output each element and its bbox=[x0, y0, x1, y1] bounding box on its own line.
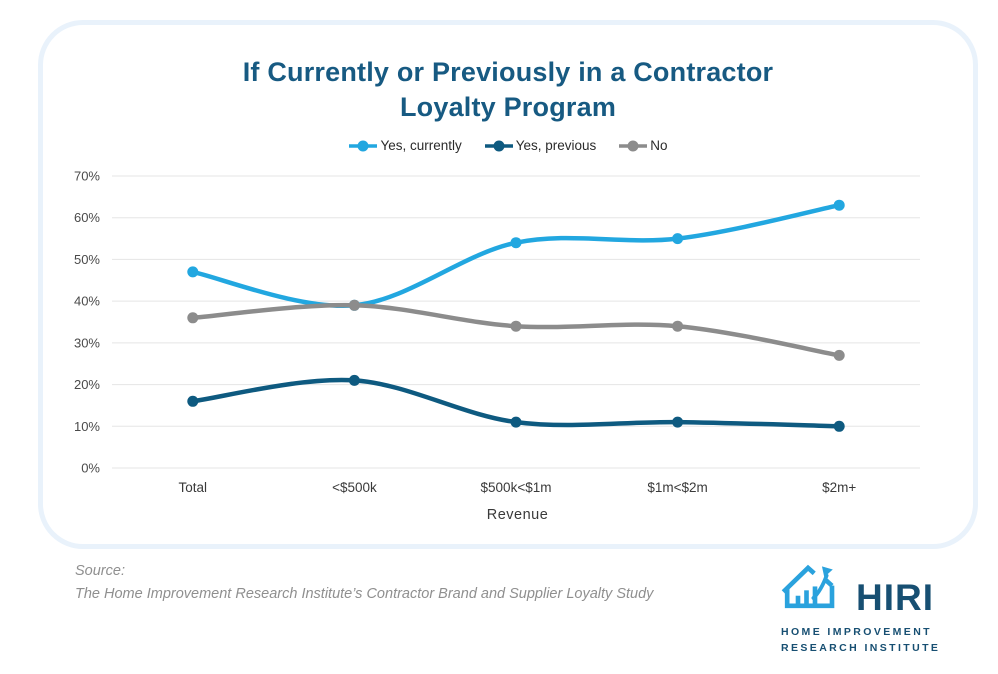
legend-label: Yes, previous bbox=[515, 138, 597, 153]
data-point-no bbox=[348, 299, 360, 311]
legend-marker-dot bbox=[627, 140, 639, 151]
x-tick-label: <$500k bbox=[332, 480, 377, 495]
y-tick-label: 30% bbox=[74, 335, 100, 350]
data-point-no bbox=[672, 320, 684, 332]
legend-item-no: No bbox=[618, 138, 668, 153]
y-tick-label: 40% bbox=[74, 294, 100, 309]
house-walls bbox=[784, 585, 835, 609]
x-tick-label: $2m+ bbox=[822, 480, 856, 495]
data-point-yes-previous bbox=[348, 374, 360, 386]
series-line-yes-currently bbox=[190, 202, 842, 309]
source-text: The Home Improvement Research Institute’… bbox=[75, 586, 654, 602]
source-label: Source: bbox=[75, 563, 125, 579]
growth-arrow-head bbox=[821, 566, 833, 578]
legend-marker-dot bbox=[493, 140, 505, 151]
data-point-yes-currently bbox=[510, 237, 522, 249]
data-point-yes-previous bbox=[672, 416, 684, 428]
chart-legend: Yes, currently Yes, previous No bbox=[43, 138, 973, 153]
hiri-wordmark: HIRI bbox=[856, 577, 934, 618]
chart-title: If Currently or Previously in a Contract… bbox=[43, 55, 973, 125]
hiri-subtitle-line2: RESEARCH INSTITUTE bbox=[781, 642, 941, 654]
chart-title-line1: If Currently or Previously in a Contract… bbox=[242, 57, 774, 87]
legend-marker-dot bbox=[357, 140, 369, 151]
data-point-no bbox=[833, 349, 845, 361]
source-note: Source: The Home Improvement Research In… bbox=[75, 560, 653, 606]
growth-arrow-shaft bbox=[811, 573, 829, 600]
data-point-yes-previous bbox=[833, 420, 845, 432]
line-chart: 0% 10% 20% 30% 40% 50% 60% 70% Total <$500k $500k<… bbox=[74, 169, 920, 495]
hiri-logo-top: HIRI bbox=[781, 558, 941, 618]
legend-marker-icon bbox=[619, 140, 648, 151]
hiri-logo: HIRI HOME IMPROVEMENT RESEARCH INSTITUTE bbox=[781, 558, 941, 656]
data-point-no bbox=[510, 320, 522, 332]
data-point-yes-currently bbox=[187, 266, 199, 278]
hiri-house-icon bbox=[781, 564, 835, 609]
house-roof-left bbox=[781, 564, 816, 594]
y-tick-label: 60% bbox=[74, 210, 100, 225]
x-axis-title: Revenue bbox=[486, 507, 549, 523]
x-tick-label: Total bbox=[179, 480, 208, 495]
legend-marker-icon bbox=[484, 140, 513, 151]
data-point-yes-previous bbox=[187, 395, 199, 407]
data-point-no bbox=[187, 312, 199, 324]
y-tick-label: 50% bbox=[74, 252, 100, 267]
legend-item-yes-previous: Yes, previous bbox=[484, 138, 597, 153]
y-tick-label: 0% bbox=[81, 461, 100, 476]
x-tick-label: $1m<$2m bbox=[647, 480, 707, 495]
hiri-subtitle-line1: HOME IMPROVEMENT bbox=[781, 626, 932, 638]
legend-label: No bbox=[650, 138, 668, 153]
legend-label: Yes, currently bbox=[380, 138, 462, 153]
x-tick-label: $500k<$1m bbox=[481, 480, 552, 495]
legend-marker-icon bbox=[349, 140, 378, 151]
data-point-yes-currently bbox=[833, 199, 845, 211]
chart-card: If Currently or Previously in a Contract… bbox=[38, 20, 978, 549]
y-tick-label: 10% bbox=[74, 419, 100, 434]
data-point-yes-currently bbox=[672, 233, 684, 245]
data-point-yes-previous bbox=[510, 416, 522, 428]
legend-item-yes-currently: Yes, currently bbox=[348, 138, 462, 153]
y-tick-label: 20% bbox=[74, 377, 100, 392]
y-tick-label: 70% bbox=[74, 169, 100, 184]
chart-title-line2: Loyalty Program bbox=[399, 92, 617, 122]
